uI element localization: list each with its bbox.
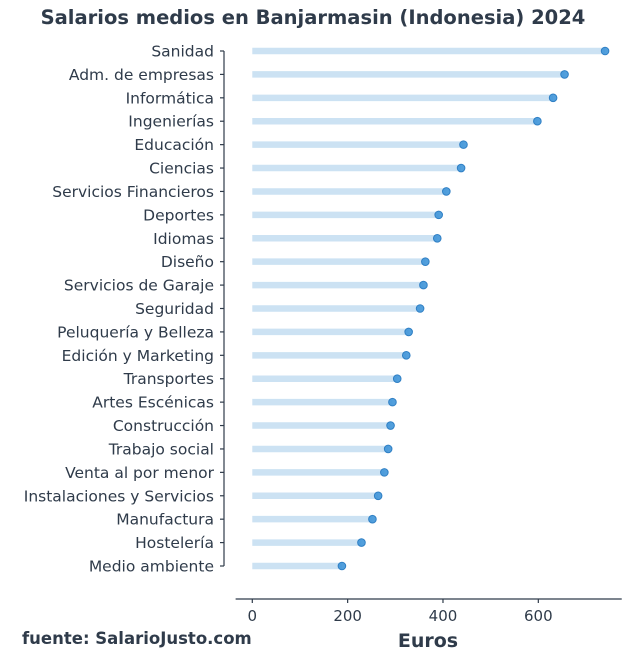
data-point-12 [404,327,413,337]
data-point-10 [419,280,428,290]
x-tick-label: 200 [333,607,362,625]
category-label: Ciencias [149,160,214,178]
category-label: Peluquería y Belleza [57,323,214,341]
category-label: Venta al por menor [65,464,215,482]
data-point-21 [357,538,366,547]
data-point-7 [434,210,443,220]
data-point-8 [432,233,442,243]
category-label: Medio ambiente [89,558,214,576]
category-label: Deportes [143,206,214,224]
category-label: Transportes [123,370,214,388]
data-point-6 [442,187,451,196]
category-label: Servicios de Garaje [64,277,214,295]
category-label: Ingenierías [128,113,214,131]
data-point-17 [383,444,393,454]
category-label: Artes Escénicas [92,394,214,412]
data-point-22 [337,561,347,571]
chart-title: Salarios medios en Banjarmasin (Indonesi… [40,6,586,29]
category-label: Edición y Marketing [62,347,214,365]
stems-group [252,47,606,570]
data-point-0 [600,46,610,56]
category-label: Trabajo social [108,440,214,458]
category-label: Idiomas [153,230,214,248]
y-tick-labels: Sanidad Adm. de empresas Informática Ingeni… [24,43,215,576]
data-point-13 [401,351,411,360]
category-label: Servicios Financieros [52,183,214,201]
x-tick-label: 400 [429,607,458,625]
data-point-18 [380,468,389,477]
x-tick-label: 0 [248,607,258,625]
data-point-9 [421,257,430,266]
category-label: Manufactura [116,511,214,529]
category-label: Adm. de empresas [69,66,214,84]
data-point-2 [548,93,558,103]
x-ticks: 0 200 400 600 [248,599,553,625]
y-ticks [220,50,224,567]
data-point-20 [368,514,377,524]
data-point-15 [388,397,397,407]
data-point-5 [456,163,466,173]
x-tick-label: 600 [524,607,553,625]
data-point-4 [459,140,468,149]
category-label: Seguridad [135,300,214,318]
data-point-3 [533,116,542,126]
category-label: Diseño [161,253,214,271]
data-point-14 [392,374,402,384]
data-point-19 [373,491,383,501]
category-label: Instalaciones y Servicios [24,487,214,505]
category-label: Sanidad [151,43,214,61]
x-axis-label: Euros [398,630,458,652]
data-point-1 [560,70,569,79]
data-point-11 [415,304,425,313]
category-label: Educación [134,136,214,154]
category-label: Informática [126,89,214,107]
category-label: Hostelería [135,534,214,552]
dots-group [337,46,610,571]
category-label: Construcción [113,417,214,435]
source-note: fuente: SalarioJusto.com [22,629,252,648]
data-point-16 [386,421,395,430]
